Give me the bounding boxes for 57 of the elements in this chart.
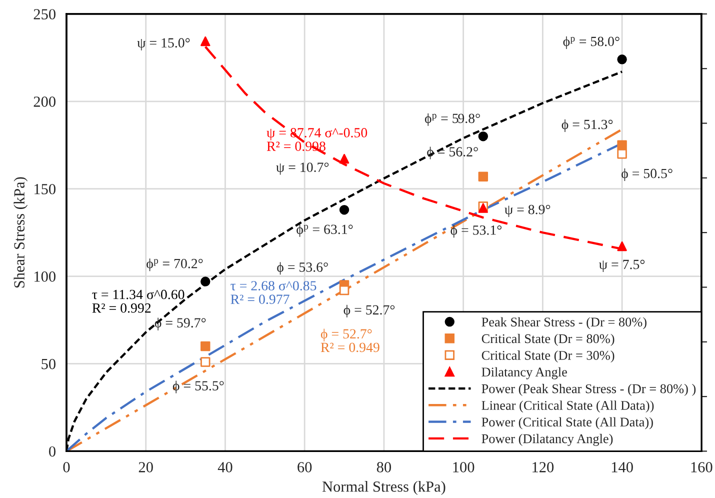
y-axis-title: Shear Stress (kPa) [14,177,28,288]
point [200,36,210,46]
point [617,54,627,64]
annotation: ϕ = 52.7° [344,304,395,318]
data-label: ψ = 10.7° [276,162,329,175]
point [200,357,210,367]
y-tick-label: 150 [34,184,56,194]
y-tick-label: 200 [34,96,56,107]
data-label: ψ = 8.9° [504,204,550,218]
y-tick-label: 0 [49,446,56,457]
x-tick-label: 20 [138,462,153,472]
annotation: ψ = 87.74 σ^-0.50 R² = 0.998 [266,128,368,152]
point [617,149,627,159]
point [200,341,210,352]
x-tick-label: 140 [612,462,633,472]
annotation: ϕ$^{p}$ = 58.0° [563,36,620,49]
legend-label: Power (Dilatancy Angle) [482,434,613,446]
point [200,276,210,286]
annotation: ϕ = 52.7° R² = 0.949 [320,328,380,352]
data-label: ψ = 7.5° [599,260,645,272]
legend-label: Linear (Critical State (All Data)) [482,400,654,413]
y-tick-label: 250 [34,9,56,20]
x-tick-label: 100 [453,462,474,472]
x-tick-label: 120 [532,462,554,472]
y-tick-label: 50 [42,358,56,370]
point [617,241,627,252]
annotation: ϕ = 55.5° [172,380,224,394]
point [478,132,488,142]
annotation: τ = 2.68 σ^0.85 R² = 0.977 [230,281,316,304]
x-tick-label: 80 [376,462,392,472]
annotation: ϕ = 59.7° [154,318,206,330]
y-tick-label: 100 [34,271,56,282]
point [339,154,350,164]
annotation: ϕ = 53.6° [277,262,328,275]
legend-label: Critical State (Dr = 30%) [482,350,614,363]
data-label: ψ = 15.0° [137,38,190,50]
annotation: ϕ$^{p}$ = 63.1° [296,224,353,237]
annotation: ϕ = 50.5° [622,168,672,181]
legend-label: Dilatancy Angle [482,367,567,380]
legend-label: Peak Shear Stress - (Dr = 80%) [482,317,646,330]
annotation: ϕ = 51.3° [562,119,613,132]
legend-label: Power (Peak Shear Stress - (Dr = 80%) ) [482,384,696,396]
x-tick-label: 60 [298,462,312,472]
point [478,172,488,182]
x-tick-label: 160 [691,462,712,472]
point [339,285,350,296]
annotation: ϕ$^{p}$ = 70.2° [146,258,203,272]
point [617,140,627,150]
x-tick-label: 0 [63,462,70,472]
x-tick-label: 40 [218,462,232,472]
legend-label: Power (Critical State (All Data)) [482,417,653,430]
annotation: τ = 11.34 σ^0.60 R² = 0.992 [92,290,184,313]
x-axis-title: Normal Stress (kPa) [322,481,446,495]
legend-label: Critical State (Dr = 80%) [482,334,614,346]
annotation: ϕ$^{p}$ = 59.8° [424,113,480,126]
annotation: ϕ = 53.1° [450,225,502,238]
point [339,204,350,215]
